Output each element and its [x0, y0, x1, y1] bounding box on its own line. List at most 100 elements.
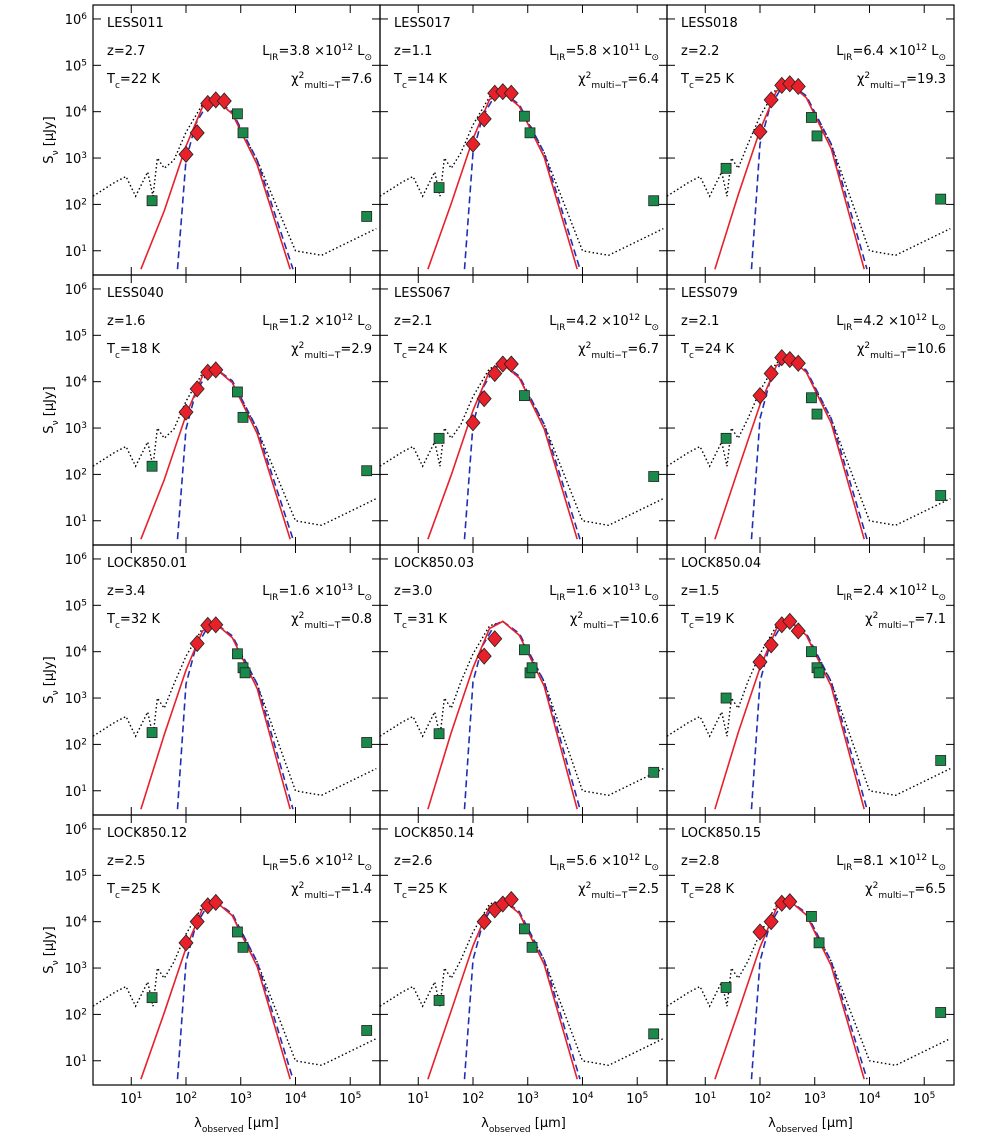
flux-square — [935, 193, 947, 205]
temperature-part: c — [402, 81, 407, 91]
sed-curve — [750, 899, 868, 1080]
flux-square — [806, 646, 817, 658]
flux-square — [146, 992, 158, 1004]
flux-diamond — [465, 135, 481, 153]
sed-curve — [667, 620, 951, 797]
flux-square — [519, 390, 530, 402]
x-tick-label-part: 2 — [478, 1091, 484, 1101]
temperature: Tc=25 K — [680, 72, 734, 91]
luminosity-part: L — [353, 314, 365, 329]
luminosity-part: 12 — [916, 583, 927, 593]
luminosity-part: ⊙ — [938, 593, 946, 603]
source-name: LOCK850.12 — [107, 826, 187, 841]
y-tick-label: 106 — [65, 552, 88, 568]
chi-square-part: χ — [865, 612, 873, 627]
temperature: Tc=31 K — [393, 612, 447, 631]
y-tick-label: 103 — [65, 151, 87, 167]
luminosity-part: 13 — [629, 583, 640, 593]
y-tick-label-part: 1 — [81, 244, 87, 254]
luminosity-part: 1.6 — [576, 584, 597, 599]
luminosity-part: ×10 — [884, 44, 916, 59]
redshift-part: z= — [107, 584, 125, 599]
flux-diamond — [763, 364, 779, 383]
y-tick-label-part: 5 — [81, 58, 87, 68]
x-tick-label: 103 — [804, 1091, 826, 1107]
luminosity-part: IR — [844, 863, 853, 873]
y-tick-label: 105 — [65, 868, 87, 884]
flux-diamond — [790, 77, 806, 96]
chi-square-part: multi−T — [304, 621, 341, 631]
sed-curve — [93, 623, 377, 797]
y-tick-label-part: 6 — [81, 12, 87, 22]
luminosity-part: = — [278, 44, 289, 59]
sed-curve — [140, 622, 291, 810]
chi-square-part: χ — [578, 882, 586, 897]
redshift-part: z= — [681, 44, 699, 59]
redshift-part: 3.0 — [412, 584, 433, 599]
flux-diamond — [790, 354, 806, 372]
y-tick-label-part: 10 — [65, 422, 82, 437]
temperature: Tc=24 K — [680, 342, 734, 361]
plot-area — [380, 83, 664, 270]
y-tick-label: 103 — [65, 961, 87, 977]
sed-curve — [714, 82, 865, 270]
redshift: z=2.1 — [394, 314, 432, 329]
y-tick-label-part: 2 — [81, 1007, 87, 1017]
chi-square-part: χ — [291, 882, 299, 897]
y-tick-label: 102 — [65, 737, 87, 753]
flux-diamond — [503, 890, 519, 909]
flux-diamond — [752, 653, 768, 671]
temperature-part: c — [402, 351, 407, 361]
temperature-part: T — [680, 882, 689, 897]
luminosity-part: IR — [557, 53, 566, 63]
temperature-part: c — [689, 891, 694, 901]
y-tick-label-part: 10 — [65, 283, 82, 298]
y-tick-label-part: 10 — [65, 329, 82, 344]
y-tick-label: 106 — [65, 822, 88, 838]
chi-square: χ2multi−T=6.5 — [865, 881, 946, 901]
flux-square — [433, 432, 445, 444]
chi-square-part: 6.5 — [925, 882, 946, 897]
y-axis-label-part: [μJy] — [42, 656, 57, 690]
x-tick-label-part: 10 — [462, 1092, 479, 1107]
x-tick-label-part: 3 — [246, 1091, 252, 1101]
temperature-part: 28 — [705, 882, 722, 897]
redshift-part: z= — [107, 314, 125, 329]
luminosity-part: 1.2 — [289, 314, 310, 329]
luminosity-part: = — [852, 44, 863, 59]
sed-curve — [427, 620, 578, 810]
y-tick-label-part: 2 — [81, 737, 87, 747]
luminosity-part: ⊙ — [364, 593, 372, 603]
flux-diamond — [503, 355, 519, 373]
luminosity-part: L — [836, 584, 844, 599]
x-axis-label: λobserved [μm] — [194, 1116, 279, 1135]
x-tick-label-part: 1 — [424, 1091, 430, 1101]
chi-square-part: 2 — [299, 611, 305, 621]
chi-square-part: χ — [291, 612, 299, 627]
redshift-part: 2.1 — [699, 314, 720, 329]
y-tick-label-part: 5 — [81, 868, 87, 878]
chi-square-part: 2 — [299, 341, 305, 351]
chi-square-part: 2.9 — [351, 342, 372, 357]
luminosity-part: L — [836, 44, 844, 59]
y-tick-label-part: 2 — [81, 467, 87, 477]
sed-curve — [93, 900, 377, 1067]
luminosity-part: = — [852, 314, 863, 329]
flux-square — [232, 386, 243, 398]
x-tick-label-part: 10 — [694, 1092, 711, 1107]
source-name: LOCK850.04 — [681, 556, 761, 571]
luminosity: LIR=6.4 ×1012 L⊙ — [836, 43, 946, 63]
y-axis-label-part: ν — [51, 690, 61, 695]
chi-square-part: = — [914, 612, 925, 627]
flux-diamond — [178, 934, 194, 952]
luminosity-part: = — [278, 584, 289, 599]
chi-square: χ2multi−T=7.1 — [865, 611, 946, 631]
redshift-part: 3.4 — [125, 584, 146, 599]
chi-square-part: 2 — [577, 611, 583, 621]
temperature-part: c — [689, 351, 694, 361]
redshift: z=3.4 — [107, 584, 145, 599]
x-tick-label-part: 10 — [120, 1092, 137, 1107]
flux-square — [361, 737, 373, 748]
chi-square: χ2multi−T=10.6 — [570, 611, 659, 631]
x-tick-label-part: 5 — [930, 1091, 936, 1101]
